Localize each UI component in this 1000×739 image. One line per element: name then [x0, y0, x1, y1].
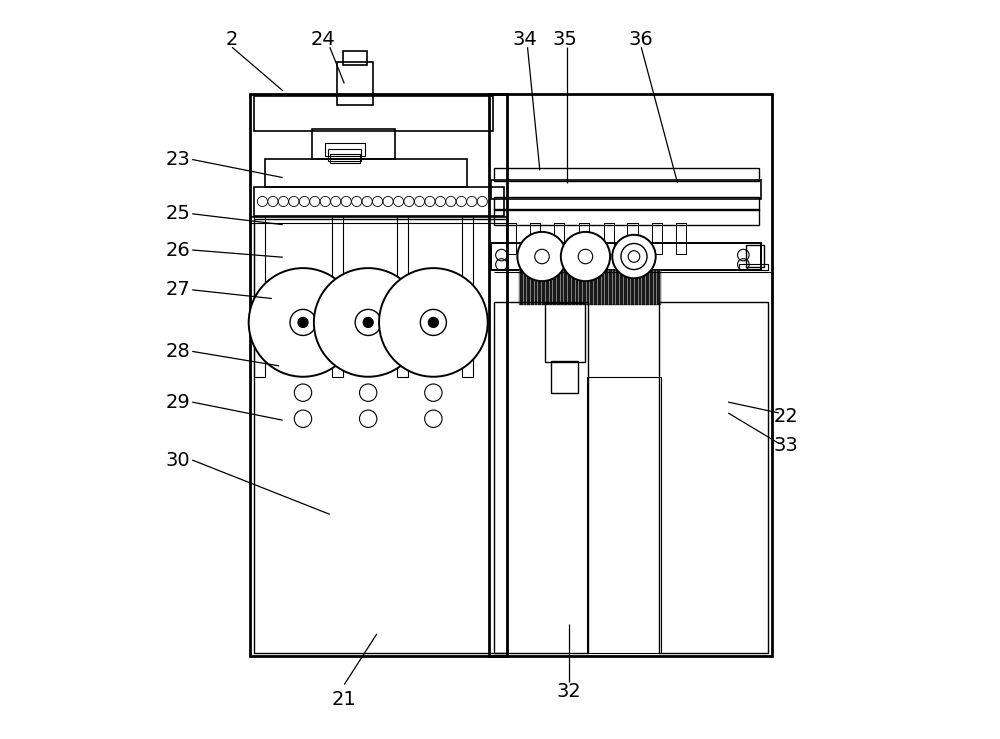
Bar: [312, 129, 395, 160]
Bar: [491, 180, 761, 199]
Bar: [652, 223, 662, 253]
Circle shape: [420, 310, 446, 336]
Text: 26: 26: [165, 240, 190, 259]
Bar: [604, 223, 614, 253]
Circle shape: [355, 310, 381, 336]
Circle shape: [314, 268, 423, 377]
Bar: [332, 216, 343, 377]
Circle shape: [249, 268, 357, 377]
Text: 33: 33: [774, 436, 798, 455]
Bar: [254, 96, 493, 131]
Bar: [627, 223, 638, 253]
Bar: [494, 208, 759, 225]
Bar: [676, 223, 686, 253]
Bar: [554, 223, 564, 253]
Bar: [746, 245, 764, 267]
Text: 23: 23: [165, 150, 190, 169]
Bar: [506, 223, 516, 253]
Bar: [494, 197, 759, 210]
Bar: [545, 303, 585, 362]
Text: 22: 22: [774, 407, 798, 426]
Text: 36: 36: [629, 30, 654, 50]
Text: 34: 34: [513, 30, 538, 50]
Text: 21: 21: [332, 689, 357, 709]
Text: 32: 32: [556, 682, 581, 701]
Bar: [328, 149, 361, 161]
Circle shape: [517, 232, 567, 281]
Bar: [250, 95, 507, 655]
Bar: [494, 168, 759, 181]
Circle shape: [612, 235, 656, 279]
Bar: [579, 223, 589, 253]
Text: 29: 29: [165, 392, 190, 412]
Circle shape: [290, 310, 316, 336]
Circle shape: [363, 317, 373, 327]
Text: 30: 30: [165, 451, 190, 469]
Bar: [659, 302, 768, 653]
Text: 24: 24: [310, 30, 335, 50]
Bar: [551, 361, 578, 392]
Bar: [325, 143, 365, 156]
Bar: [330, 154, 360, 163]
Text: 2: 2: [226, 30, 238, 50]
Circle shape: [379, 268, 488, 377]
Bar: [489, 95, 772, 655]
Circle shape: [561, 232, 610, 281]
Text: 35: 35: [553, 30, 578, 50]
Circle shape: [428, 317, 438, 327]
Bar: [397, 216, 408, 377]
Bar: [254, 187, 504, 216]
Bar: [254, 216, 265, 377]
Bar: [343, 51, 367, 65]
Bar: [587, 377, 661, 653]
Bar: [462, 216, 473, 377]
Text: 25: 25: [165, 204, 190, 223]
Text: 27: 27: [165, 280, 190, 299]
Bar: [494, 302, 588, 653]
Circle shape: [298, 317, 308, 327]
Bar: [254, 219, 507, 653]
Bar: [519, 270, 660, 304]
Bar: [739, 264, 768, 270]
Bar: [265, 160, 467, 187]
Bar: [337, 61, 373, 105]
Text: 28: 28: [165, 342, 190, 361]
Bar: [530, 223, 540, 253]
Bar: [491, 242, 761, 270]
